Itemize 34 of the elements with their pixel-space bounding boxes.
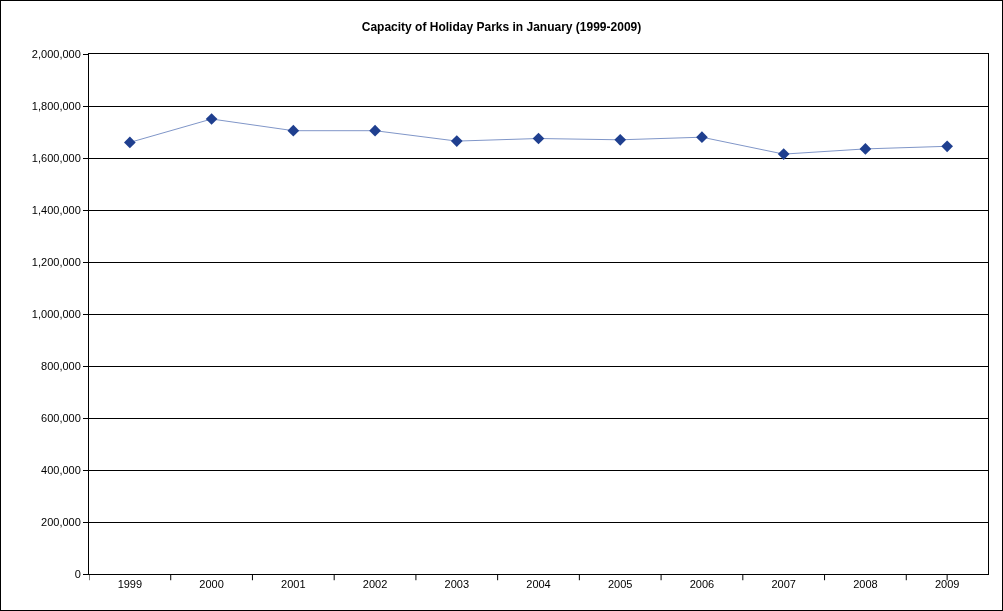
y-tick-label: 1,200,000 [31, 255, 81, 268]
x-tick-label: 2007 [771, 578, 796, 591]
y-tick-label: 2,000,000 [31, 47, 81, 60]
point [205, 113, 218, 125]
point [696, 131, 708, 144]
point [287, 124, 300, 137]
point [450, 135, 463, 147]
point [859, 143, 872, 155]
x-tick-label: 2000 [199, 578, 224, 591]
x-tick-label: 2003 [444, 578, 470, 591]
x-tick-label: 2005 [607, 578, 633, 591]
x-tick-label: 2004 [526, 578, 551, 591]
x-tick-label: 2002 [362, 578, 388, 591]
x-tick-label: 2008 [853, 578, 878, 591]
point [941, 140, 953, 153]
point [777, 148, 790, 160]
chart-title: Capacity of Holiday Parks in January (1999-2009) [361, 19, 642, 34]
y-tick-label: 800,000 [41, 359, 81, 372]
y-tick-label: 1,400,000 [31, 203, 81, 216]
point [614, 133, 627, 146]
x-tick-label: 2001 [281, 578, 306, 591]
y-tick-label: 1,000,000 [31, 307, 81, 320]
point [532, 132, 545, 145]
x-tick-label: 2006 [689, 578, 715, 591]
point [369, 124, 381, 137]
x-tick-label: 1999 [117, 578, 143, 591]
y-tick-label: 200,000 [41, 515, 81, 528]
x-tick-label: 2009 [934, 578, 960, 591]
point [124, 136, 136, 149]
y-tick-label: 400,000 [41, 463, 81, 476]
y-tick-label: 0 [74, 567, 81, 580]
y-tick-label: 600,000 [41, 411, 81, 424]
y-tick-label: 1,600,000 [31, 151, 81, 164]
y-tick-label: 1,800,000 [31, 99, 81, 112]
